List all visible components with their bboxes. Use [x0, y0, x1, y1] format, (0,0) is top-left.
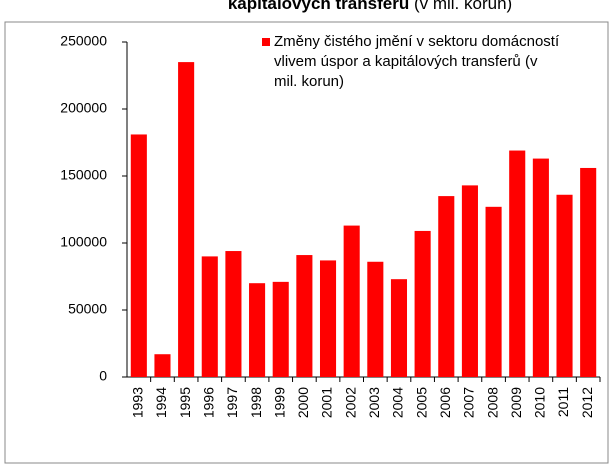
bar	[225, 251, 242, 377]
y-tick-label: 200000	[60, 100, 107, 116]
x-tick-label: 1994	[153, 387, 169, 418]
x-tick-label: 1996	[200, 387, 216, 418]
chart-title: kapitálových transferů (v mil. korun)	[228, 0, 512, 13]
x-tick-label: 2005	[413, 387, 429, 418]
x-tick-label: 2003	[366, 387, 382, 418]
x-tick-label: 2007	[461, 387, 477, 418]
legend-swatch	[262, 38, 270, 46]
x-tick-label: 1993	[130, 387, 146, 418]
title-text: kapitálových transferů	[228, 0, 409, 13]
x-tick-label: 2009	[508, 387, 524, 418]
y-tick-label: 100000	[60, 234, 107, 250]
x-tick-label: 2011	[555, 387, 571, 417]
bar	[154, 354, 171, 377]
y-tick-label: 150000	[60, 167, 107, 183]
x-tick-label: 2006	[437, 387, 453, 418]
bar	[414, 230, 431, 377]
x-tick-label: 2000	[295, 387, 311, 418]
x-tick-label: 2002	[342, 387, 358, 418]
x-tick-label: 2008	[484, 387, 500, 418]
bar	[509, 150, 526, 377]
y-tick-label: 250000	[60, 33, 107, 49]
bar	[532, 158, 549, 377]
bar	[319, 260, 337, 377]
x-tick-label: 2001	[319, 387, 335, 418]
x-tick-label: 2010	[532, 387, 548, 418]
y-tick-label: 50000	[68, 301, 107, 317]
bar	[461, 185, 478, 377]
x-tick-label: 1998	[248, 387, 264, 418]
bar	[390, 279, 408, 377]
bar	[556, 194, 573, 377]
chart-frame	[4, 21, 609, 464]
bar	[201, 256, 218, 377]
x-tick-label: 1995	[177, 387, 193, 418]
x-tick-label: 1997	[224, 387, 240, 418]
bar	[485, 206, 502, 377]
legend: Změny čistého jmění v sektoru domácností…	[262, 32, 562, 92]
bar	[343, 225, 360, 377]
x-tick-label: 2012	[579, 387, 595, 418]
bar	[272, 281, 289, 377]
legend-label: Změny čistého jmění v sektoru domácností…	[274, 33, 560, 90]
title-suffix: (v mil. korun)	[414, 0, 512, 13]
bar	[580, 167, 597, 377]
bar	[438, 196, 455, 377]
bar	[130, 134, 147, 377]
x-tick-label: 1999	[271, 387, 287, 418]
x-tick-label: 2004	[390, 387, 406, 418]
bar	[296, 255, 313, 377]
bar	[367, 261, 384, 377]
bar	[178, 62, 195, 377]
y-tick-label: 0	[99, 368, 107, 384]
bar	[249, 283, 266, 377]
